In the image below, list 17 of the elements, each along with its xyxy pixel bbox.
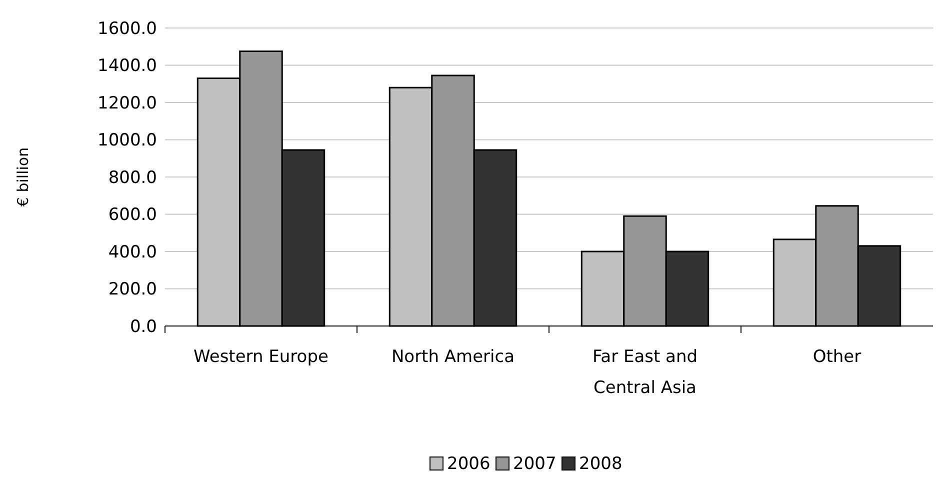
legend-label: 2008 [579,454,622,474]
y-tick-label: 1400.0 [98,56,157,76]
y-axis-title: € billion [14,147,32,207]
x-tick-label: Far East and Central Asia [592,347,698,398]
y-tick-label: 400.0 [108,242,157,262]
x-tick-label: North America [391,347,515,367]
y-tick-label: 200.0 [108,280,157,300]
legend-label: 2006 [447,454,490,474]
y-tick-label: 600.0 [108,205,157,226]
y-tick-label: 1600.0 [98,18,157,39]
y-tick-label: 0.0 [130,316,157,337]
y-tick-label: 1000.0 [98,130,157,151]
y-tick-label: 1200.0 [98,93,157,114]
x-tick-label: Western Europe [194,347,328,367]
y-tick-label: 800.0 [108,168,157,188]
x-tick-label: Other [812,347,862,367]
legend-label: 2007 [513,454,556,474]
